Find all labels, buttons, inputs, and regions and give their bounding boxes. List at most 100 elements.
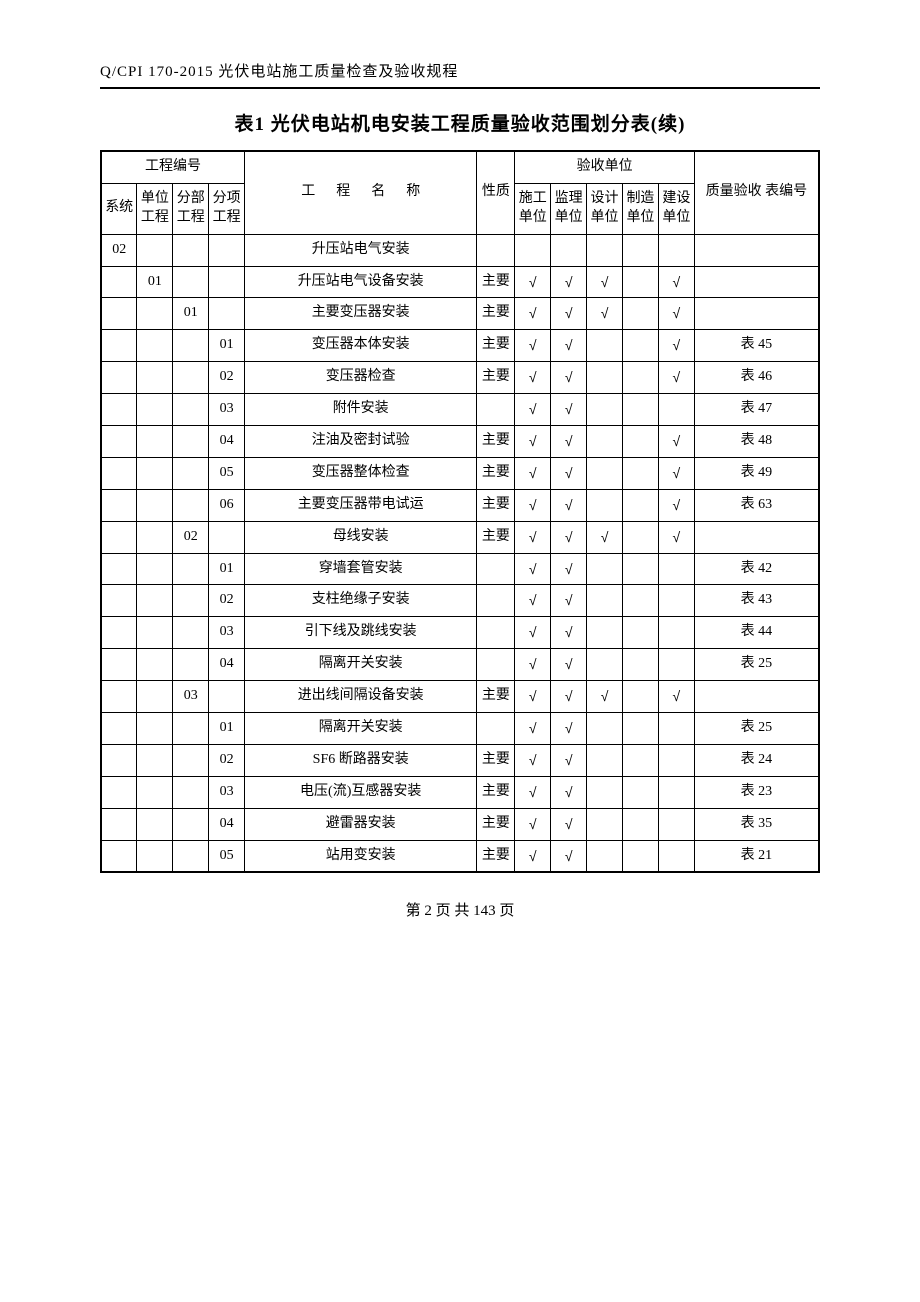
table-cell (587, 713, 623, 745)
table-cell: √ (551, 713, 587, 745)
table-cell: √ (551, 776, 587, 808)
table-cell (623, 585, 659, 617)
table-cell: √ (587, 681, 623, 713)
table-cell (623, 776, 659, 808)
table-cell (173, 266, 209, 298)
table-cell (623, 681, 659, 713)
table-cell: √ (551, 426, 587, 458)
table-row: 01隔离开关安装√√表 25 (101, 713, 819, 745)
table-cell (101, 298, 137, 330)
table-cell (623, 521, 659, 553)
table-cell: 引下线及跳线安装 (245, 617, 477, 649)
table-cell: √ (551, 521, 587, 553)
table-cell: 主要变压器带电试运 (245, 489, 477, 521)
table-cell (477, 394, 515, 426)
table-row: 06主要变压器带电试运主要√√√表 63 (101, 489, 819, 521)
table-cell: √ (515, 808, 551, 840)
table-cell: √ (551, 649, 587, 681)
table-cell: 表 45 (694, 330, 819, 362)
table-cell (477, 649, 515, 681)
table-cell (137, 808, 173, 840)
table-cell (623, 394, 659, 426)
table-cell: √ (551, 617, 587, 649)
table-cell: 电压(流)互感器安装 (245, 776, 477, 808)
table-cell (587, 808, 623, 840)
table-cell (658, 585, 694, 617)
table-cell (173, 489, 209, 521)
table-cell (658, 234, 694, 266)
table-row: 01主要变压器安装主要√√√√ (101, 298, 819, 330)
table-cell: 母线安装 (245, 521, 477, 553)
table-cell: 05 (209, 840, 245, 872)
table-cell: 主要 (477, 681, 515, 713)
table-cell: √ (551, 808, 587, 840)
table-cell (658, 394, 694, 426)
table-cell (587, 330, 623, 362)
table-cell (587, 553, 623, 585)
table-cell: √ (515, 266, 551, 298)
table-cell: 表 25 (694, 649, 819, 681)
table-cell: √ (515, 713, 551, 745)
table-cell (137, 776, 173, 808)
table-cell: 表 42 (694, 553, 819, 585)
table-cell: √ (658, 521, 694, 553)
table-cell: 04 (209, 426, 245, 458)
table-cell (623, 553, 659, 585)
table-row: 05站用变安装主要√√表 21 (101, 840, 819, 872)
table-cell: √ (515, 362, 551, 394)
table-cell (209, 681, 245, 713)
table-cell (623, 649, 659, 681)
table-header: 工程编号 工 程 名 称 性质 验收单位 质量验收 表编号 系统 单位工程 分部… (101, 151, 819, 234)
table-cell: 表 35 (694, 808, 819, 840)
table-cell: √ (658, 330, 694, 362)
table-row: 01升压站电气设备安装主要√√√√ (101, 266, 819, 298)
table-cell (101, 266, 137, 298)
table-cell: √ (515, 744, 551, 776)
col-unit: 单位工程 (137, 183, 173, 234)
table-cell (137, 681, 173, 713)
table-cell (587, 617, 623, 649)
table-row: 02变压器检查主要√√√表 46 (101, 362, 819, 394)
table-cell: 升压站电气设备安装 (245, 266, 477, 298)
col-group-code: 工程编号 (101, 151, 245, 183)
table-cell (587, 744, 623, 776)
col-group-org: 验收单位 (515, 151, 695, 183)
table-cell (551, 234, 587, 266)
table-cell: 03 (209, 394, 245, 426)
table-cell (209, 266, 245, 298)
table-cell: 03 (173, 681, 209, 713)
table-body: 02升压站电气安装01升压站电气设备安装主要√√√√01主要变压器安装主要√√√… (101, 234, 819, 872)
table-cell (101, 553, 137, 585)
table-cell: √ (515, 489, 551, 521)
table-cell (587, 457, 623, 489)
table-cell: 表 24 (694, 744, 819, 776)
table-cell (587, 426, 623, 458)
table-cell (137, 330, 173, 362)
table-cell: √ (515, 426, 551, 458)
doc-header: Q/CPI 170-2015 光伏电站施工质量检查及验收规程 (100, 60, 820, 89)
table-cell: 04 (209, 808, 245, 840)
table-cell: 表 49 (694, 457, 819, 489)
table-cell (101, 681, 137, 713)
table-cell (587, 362, 623, 394)
table-cell: √ (658, 489, 694, 521)
table-cell (173, 553, 209, 585)
table-cell: 隔离开关安装 (245, 649, 477, 681)
table-cell (137, 394, 173, 426)
table-cell (623, 330, 659, 362)
table-cell: 站用变安装 (245, 840, 477, 872)
table-cell (101, 362, 137, 394)
table-cell: 主要 (477, 744, 515, 776)
table-cell (173, 840, 209, 872)
table-cell: 变压器整体检查 (245, 457, 477, 489)
table-cell: 06 (209, 489, 245, 521)
table-cell: 隔离开关安装 (245, 713, 477, 745)
col-ref: 质量验收 表编号 (694, 151, 819, 234)
table-cell (173, 394, 209, 426)
table-cell (623, 426, 659, 458)
col-item: 分项工程 (209, 183, 245, 234)
table-cell (587, 840, 623, 872)
table-cell: 穿墙套管安装 (245, 553, 477, 585)
table-cell (658, 553, 694, 585)
table-cell (173, 617, 209, 649)
